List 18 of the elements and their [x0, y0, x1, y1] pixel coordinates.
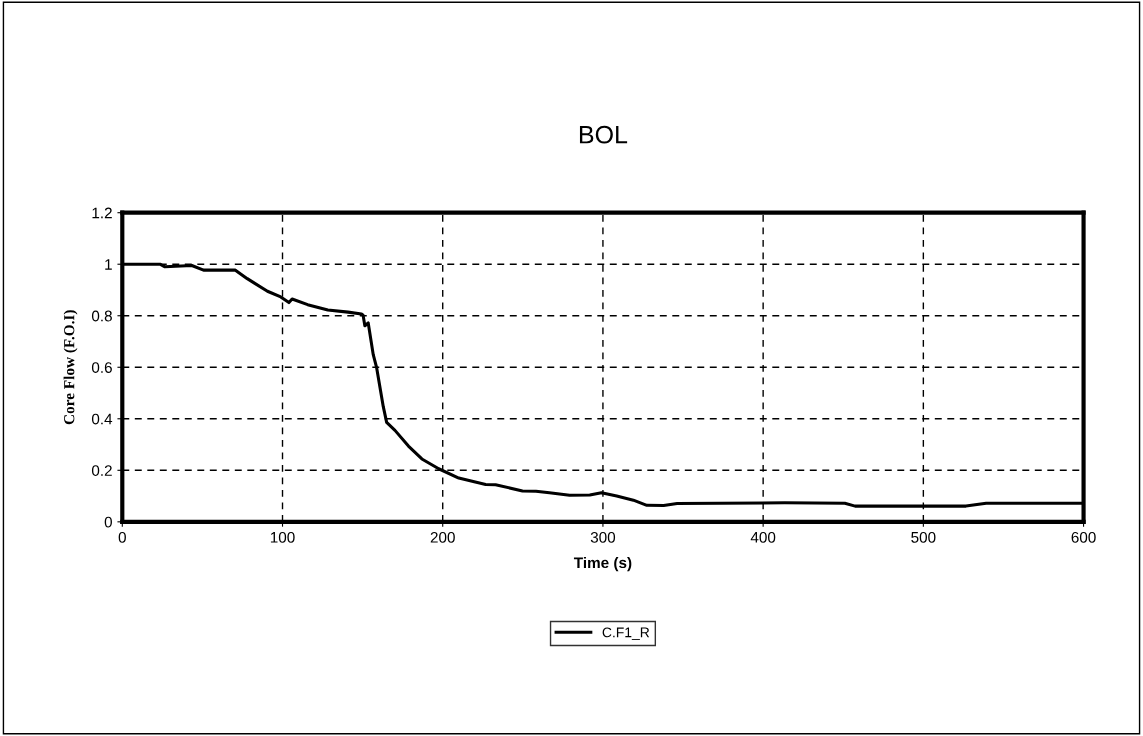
chart-title: BOL [579, 125, 628, 144]
y-axis-title: Core Flow (F.O.I) [63, 310, 78, 425]
x-tick-label: 0 [118, 531, 126, 543]
y-tick-label: 1.2 [92, 207, 112, 219]
y-tick-label: 0.4 [91, 413, 113, 425]
x-tick-label: 600 [1071, 531, 1096, 543]
x-tick-label: 400 [750, 531, 776, 543]
y-tick-label: 0 [104, 516, 112, 528]
x-tick-label: 100 [270, 531, 295, 543]
y-tick-label: 0.6 [91, 362, 112, 373]
x-tick-label: 500 [911, 531, 936, 543]
x-tick-label: 200 [430, 531, 455, 543]
y-tick-label: 0.8 [91, 310, 112, 322]
x-tick-label: 300 [590, 531, 616, 543]
y-tick-label: 0.2 [91, 465, 112, 476]
x-axis-title: Time (s) [573, 556, 632, 572]
legend-label: C.F1_R [602, 627, 650, 640]
y-tick-label: 1 [105, 259, 112, 270]
